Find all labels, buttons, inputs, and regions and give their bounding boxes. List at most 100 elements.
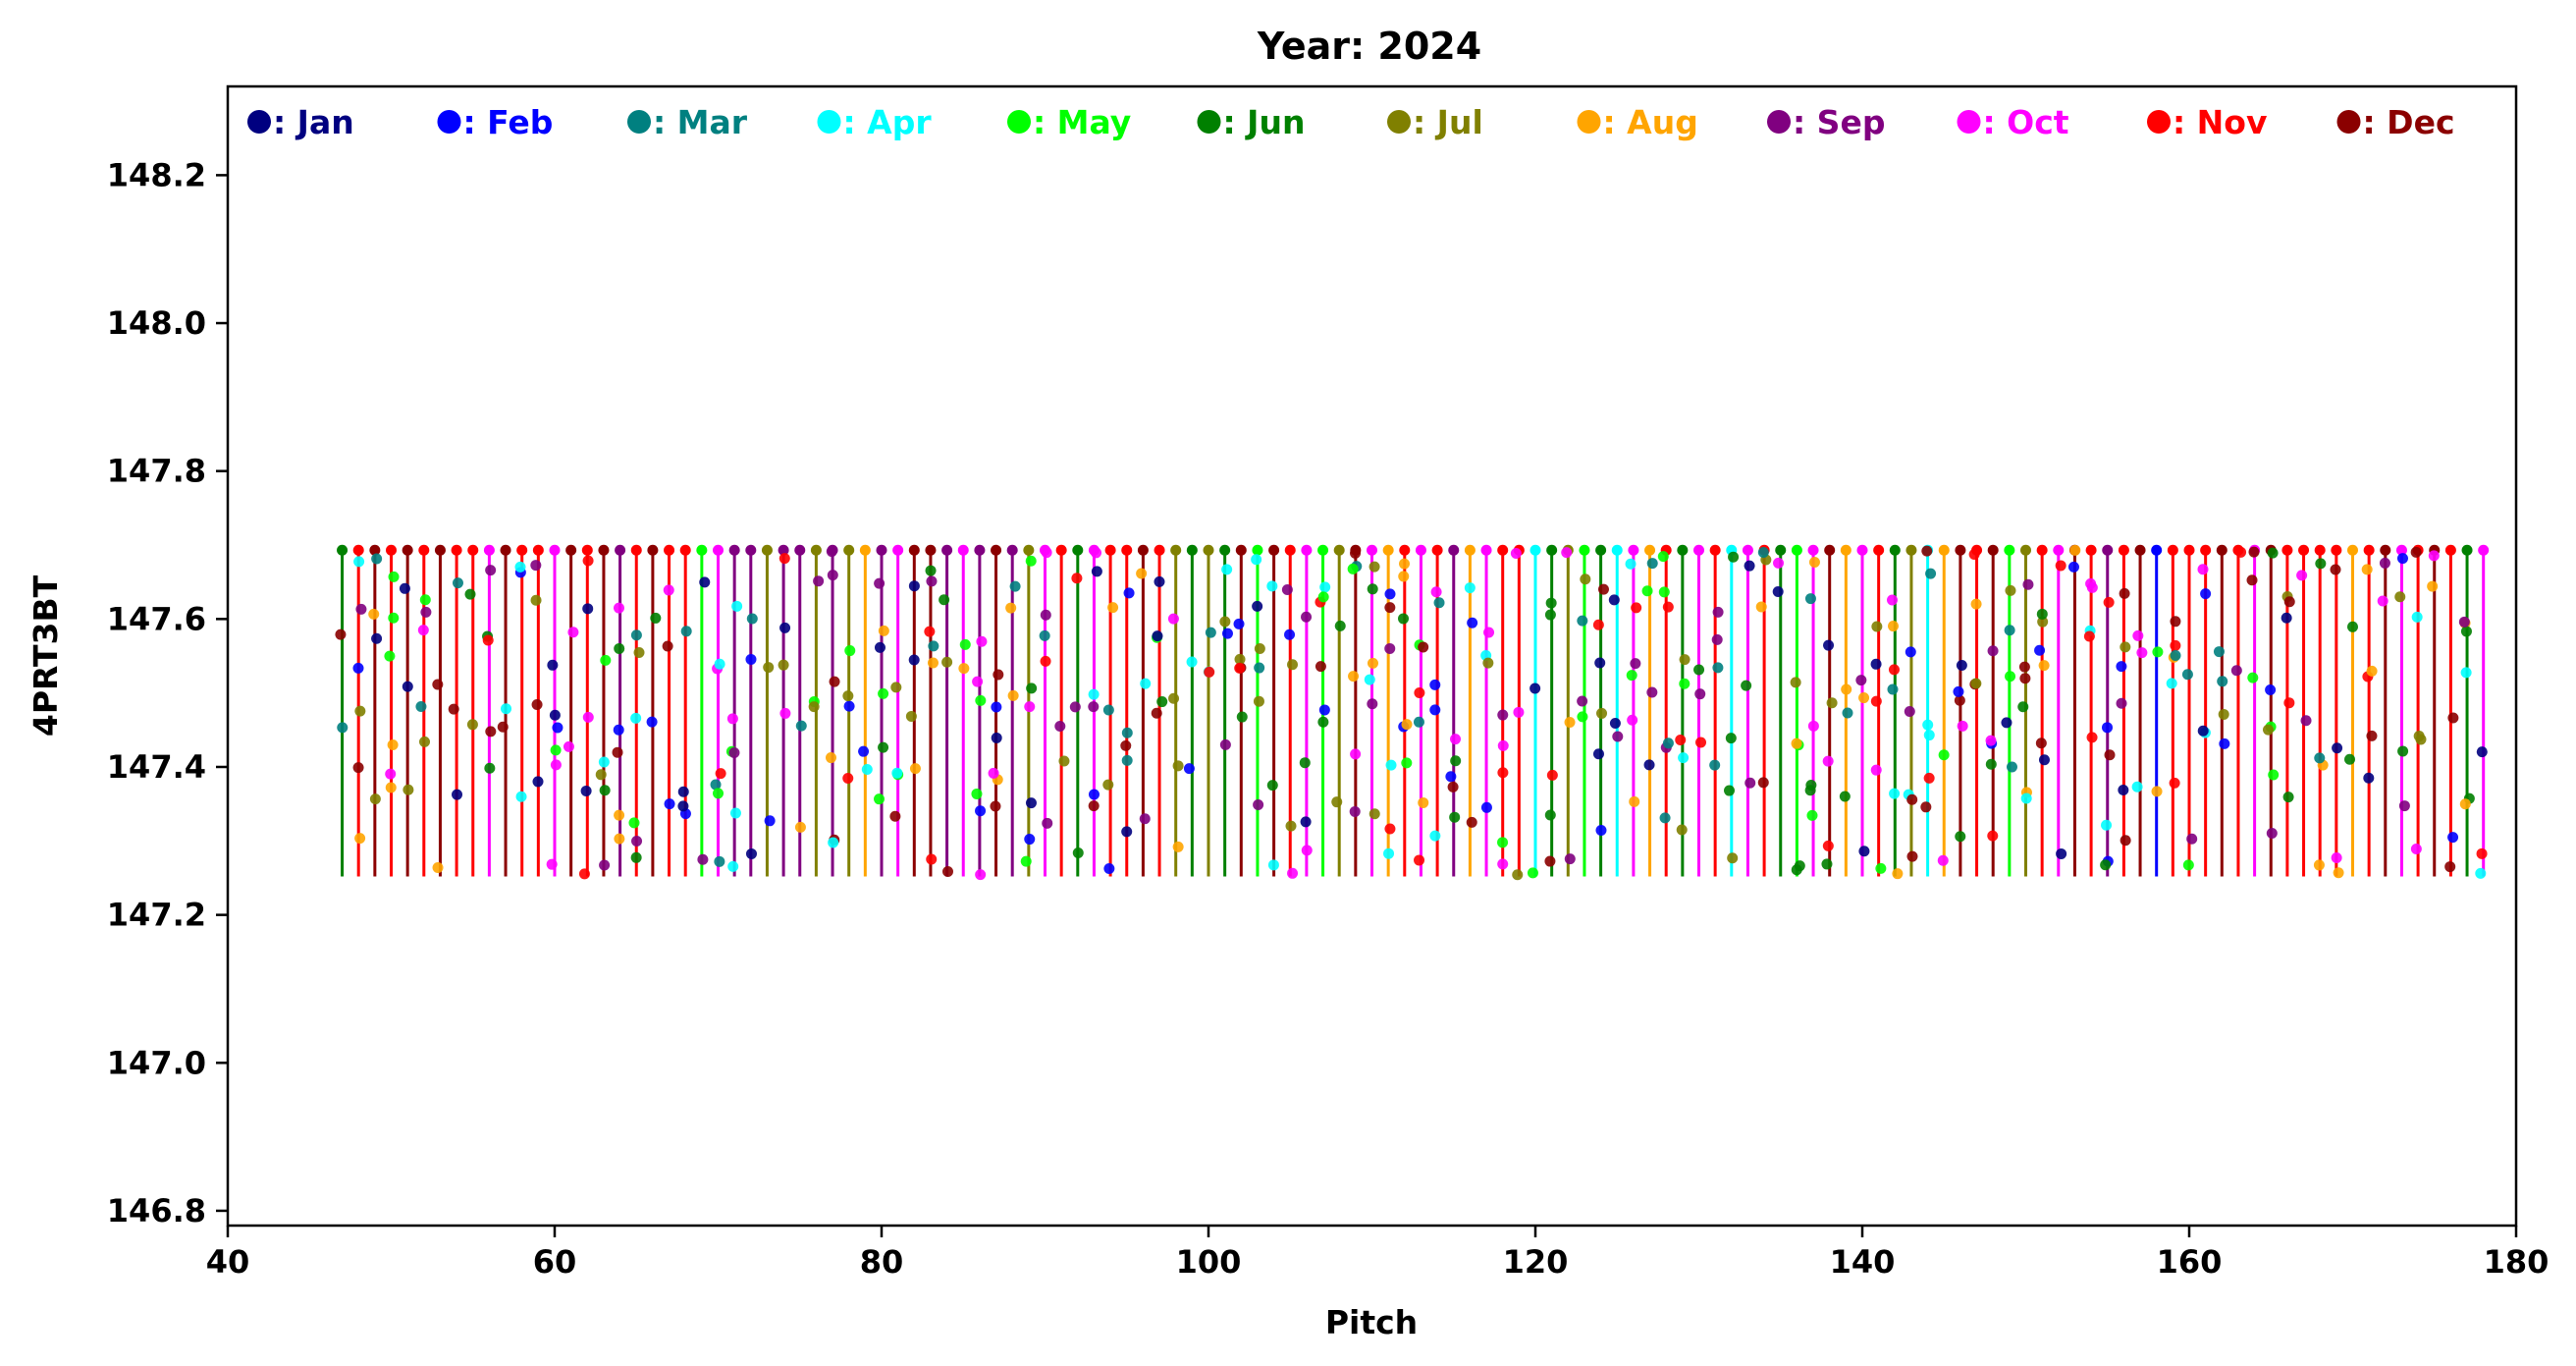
data-point bbox=[1659, 812, 1671, 824]
data-point bbox=[1121, 826, 1133, 838]
data-point bbox=[1725, 733, 1737, 744]
stem-top-marker bbox=[2134, 544, 2146, 556]
stem-top-marker bbox=[418, 544, 430, 556]
stem-top-marker bbox=[974, 544, 986, 556]
data-point bbox=[631, 836, 643, 847]
data-point bbox=[861, 763, 873, 775]
data-point bbox=[1597, 583, 1609, 595]
data-point bbox=[2314, 752, 2326, 764]
stem-top-marker bbox=[615, 544, 626, 556]
data-point bbox=[1205, 627, 1216, 638]
data-point bbox=[595, 769, 607, 781]
data-point bbox=[2182, 859, 2194, 871]
data-point bbox=[2120, 835, 2131, 847]
data-point bbox=[926, 575, 938, 587]
data-point bbox=[2083, 630, 2095, 642]
data-point bbox=[1287, 867, 1299, 879]
data-point bbox=[1646, 558, 1658, 570]
data-point bbox=[1497, 739, 1509, 751]
data-point bbox=[1804, 593, 1816, 605]
plot-frame bbox=[226, 84, 2518, 1228]
data-point bbox=[1168, 692, 1180, 704]
data-point bbox=[2213, 646, 2225, 658]
legend-marker bbox=[1387, 110, 1411, 134]
data-point bbox=[550, 744, 562, 756]
data-point bbox=[1678, 752, 1690, 764]
data-point bbox=[874, 641, 886, 653]
data-point bbox=[2296, 570, 2308, 581]
data-point bbox=[2102, 722, 2114, 734]
stem-top-marker bbox=[2444, 544, 2456, 556]
data-point bbox=[813, 575, 825, 587]
data-point bbox=[1858, 692, 1870, 704]
data-point bbox=[878, 741, 889, 753]
stem-top-marker bbox=[2183, 544, 2195, 556]
data-point bbox=[1266, 580, 1278, 592]
data-point bbox=[1923, 730, 1935, 741]
data-point bbox=[388, 612, 400, 624]
stem-top-marker bbox=[1203, 544, 1214, 556]
stem-top-marker bbox=[1497, 544, 1509, 556]
data-point bbox=[1040, 609, 1051, 621]
data-point bbox=[2363, 772, 2375, 784]
data-point bbox=[1140, 678, 1152, 689]
data-point bbox=[958, 663, 970, 675]
legend-label: : Jul bbox=[1413, 103, 1483, 141]
data-point bbox=[1592, 619, 1604, 630]
data-point bbox=[1433, 597, 1445, 609]
data-point bbox=[1350, 547, 1362, 559]
data-point bbox=[713, 788, 724, 799]
stem-top-marker bbox=[565, 544, 577, 556]
legend-marker bbox=[1007, 110, 1031, 134]
data-point bbox=[1987, 830, 1999, 842]
data-point bbox=[1957, 720, 1968, 732]
legend-marker bbox=[247, 110, 271, 134]
data-point bbox=[2300, 715, 2312, 727]
data-point bbox=[829, 676, 840, 687]
data-point bbox=[1922, 719, 1934, 731]
data-point bbox=[745, 847, 757, 859]
legend-marker bbox=[437, 110, 461, 134]
data-point bbox=[827, 570, 838, 581]
data-point bbox=[1658, 586, 1670, 598]
data-point bbox=[1630, 658, 1641, 670]
data-point bbox=[1968, 548, 1980, 560]
data-point bbox=[1625, 558, 1637, 570]
data-point bbox=[1383, 847, 1395, 859]
data-point bbox=[1219, 616, 1231, 628]
data-point bbox=[1675, 735, 1687, 746]
data-point bbox=[2067, 561, 2079, 573]
data-point bbox=[680, 626, 692, 637]
data-point bbox=[1236, 711, 1248, 723]
data-point bbox=[1384, 823, 1396, 835]
data-point bbox=[1920, 801, 1932, 813]
stem-top-marker bbox=[1628, 544, 1639, 556]
data-point bbox=[2265, 684, 2277, 696]
data-point bbox=[1727, 852, 1739, 864]
data-point bbox=[1319, 581, 1331, 593]
data-point bbox=[1545, 597, 1557, 609]
data-point bbox=[2427, 580, 2439, 592]
data-point bbox=[779, 622, 791, 633]
data-point bbox=[2281, 612, 2292, 624]
data-point bbox=[650, 612, 662, 624]
data-point bbox=[908, 580, 920, 592]
data-point bbox=[1564, 717, 1576, 729]
data-point bbox=[1384, 602, 1396, 614]
data-point bbox=[1367, 583, 1378, 595]
stem-top-marker bbox=[1121, 544, 1133, 556]
stem-top-marker bbox=[1889, 544, 1901, 556]
stem-top-marker bbox=[941, 544, 953, 556]
legend-marker bbox=[1197, 110, 1221, 134]
data-point bbox=[1102, 704, 1114, 716]
data-point bbox=[1267, 859, 1279, 871]
x-tick-label: 100 bbox=[1176, 1243, 1242, 1281]
data-point bbox=[466, 719, 478, 731]
data-point bbox=[1091, 566, 1102, 577]
data-point bbox=[1609, 717, 1621, 729]
data-point bbox=[613, 602, 624, 614]
stem-top-marker bbox=[1023, 544, 1035, 556]
data-point bbox=[482, 634, 494, 646]
data-point bbox=[485, 726, 497, 738]
stem-top-marker bbox=[1219, 544, 1231, 556]
